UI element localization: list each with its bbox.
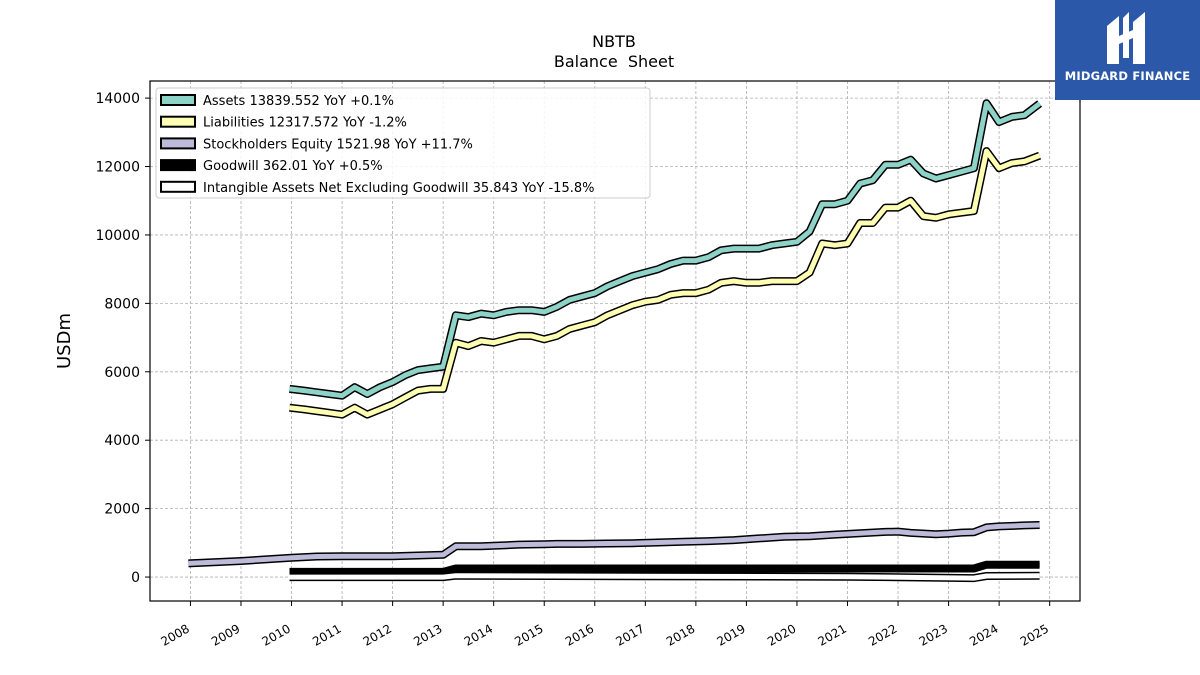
- brand-logo: MIDGARD FINANCE: [1055, 0, 1200, 100]
- x-tick-label: 2010: [260, 621, 293, 648]
- series-line: [289, 562, 1040, 575]
- legend-label: Assets 13839.552 YoY +0.1%: [203, 94, 394, 109]
- x-tick-label: 2016: [563, 621, 596, 648]
- x-tick-label: 2013: [411, 621, 444, 648]
- x-tick-label: 2021: [816, 621, 849, 648]
- y-tick-label: 10000: [95, 228, 140, 244]
- chart-title: NBTB: [592, 32, 636, 51]
- series-line: [289, 100, 1042, 399]
- y-tick-label: 8000: [104, 296, 140, 312]
- series-stockholders-equity: [188, 521, 1040, 568]
- legend-label: Liabilities 12317.572 YoY -1.2%: [203, 116, 407, 131]
- legend-swatch: [160, 180, 196, 193]
- x-tick-label: 2018: [664, 621, 697, 648]
- y-axis-ticks: 0 2000 4000 6000 8000 10000 12000 14000: [95, 91, 150, 586]
- y-tick-label: 6000: [104, 365, 140, 381]
- y-axis-label: USDm: [54, 313, 75, 369]
- chart-subtitle: Balance Sheet: [554, 52, 674, 71]
- series-intangible-assets-net-excluding-goodwill: [289, 571, 1040, 583]
- x-axis-ticks: 2008 2009 2010 2011 2012 2013 2014 2015 2016 2017…: [158, 601, 1051, 649]
- x-tick-label: 2019: [714, 621, 747, 648]
- legend-box: [155, 87, 651, 199]
- series-lines: [188, 99, 1043, 583]
- x-tick-label: 2022: [866, 621, 899, 648]
- y-tick-label: 14000: [95, 91, 140, 107]
- legend-label: Goodwill 362.01 YoY +0.5%: [203, 159, 383, 174]
- series-line: [289, 573, 1040, 581]
- brand-name: MIDGARD FINANCE: [1064, 69, 1191, 83]
- x-tick-label: 2020: [765, 621, 798, 648]
- series-liabilities: [289, 147, 1042, 419]
- legend-swatch: [160, 137, 196, 150]
- x-tick-label: 2024: [967, 621, 1000, 648]
- y-tick-label: 12000: [95, 160, 140, 176]
- y-tick-label: 0: [131, 570, 140, 586]
- series-goodwill: [289, 560, 1040, 576]
- legend-swatch: [160, 115, 196, 128]
- x-tick-label: 2009: [209, 621, 242, 648]
- series-assets: [289, 99, 1043, 400]
- legend-label: Intangible Assets Net Excluding Goodwill…: [203, 181, 594, 196]
- y-tick-label: 2000: [104, 502, 140, 518]
- plot-frame: [149, 80, 1081, 602]
- y-tick-label: 4000: [104, 433, 140, 449]
- series-line: [188, 522, 1040, 566]
- legend-swatch: [160, 159, 196, 172]
- legend-items: Assets 13839.552 YoY +0.1% Liabilities 12…: [160, 94, 594, 196]
- x-tick-label: 2023: [917, 621, 950, 648]
- x-tick-label: 2014: [462, 621, 495, 648]
- x-tick-label: 2017: [613, 621, 646, 648]
- legend: Assets 13839.552 YoY +0.1% Liabilities 12…: [155, 87, 651, 199]
- x-tick-label: 2025: [1018, 621, 1051, 648]
- x-tick-label: 2015: [512, 621, 545, 648]
- series-line: [289, 148, 1041, 418]
- x-tick-label: 2008: [158, 621, 191, 648]
- legend-swatch: [160, 94, 196, 106]
- x-tick-label: 2012: [361, 621, 394, 648]
- x-tick-label: 2011: [310, 621, 343, 648]
- legend-label: Stockholders Equity 1521.98 YoY +11.7%: [203, 137, 473, 152]
- midgard-logo-icon: [1107, 12, 1145, 64]
